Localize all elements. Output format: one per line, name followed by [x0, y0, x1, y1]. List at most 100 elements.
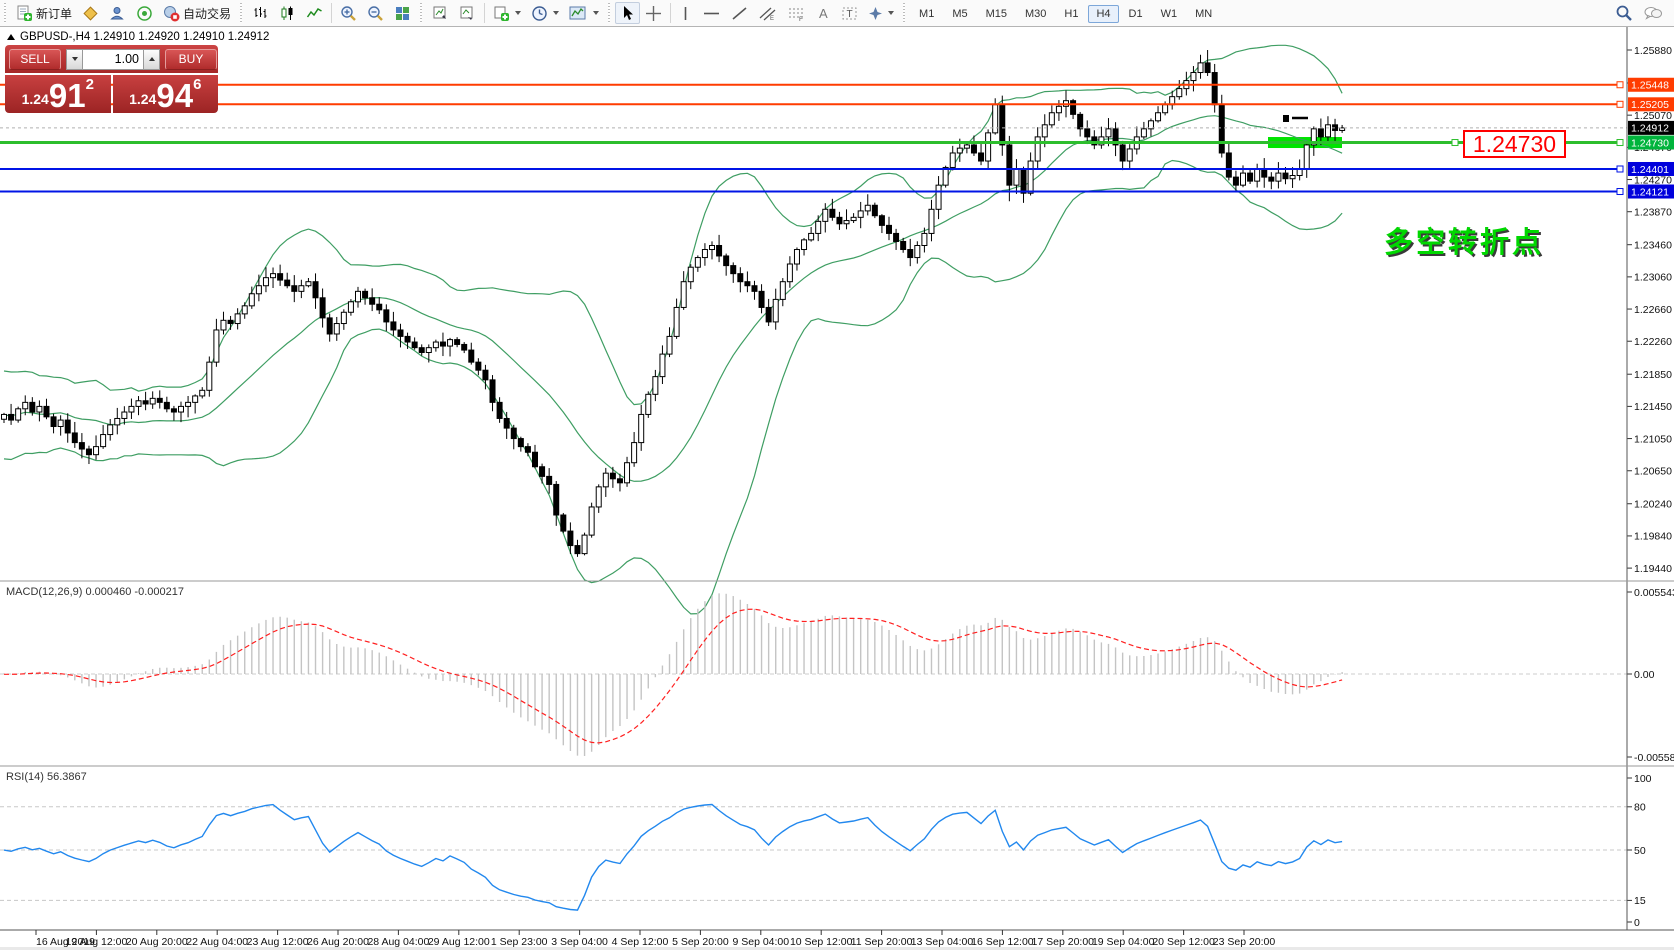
signals-button[interactable]	[131, 2, 158, 24]
svg-text:1.25448: 1.25448	[1631, 80, 1669, 92]
text-label-button[interactable]: T	[836, 2, 863, 24]
volume-input[interactable]	[83, 48, 143, 70]
volume-increase-button[interactable]	[143, 48, 160, 70]
svg-text:17 Sep 20:00: 17 Sep 20:00	[1032, 936, 1095, 948]
market-watch-button[interactable]	[77, 2, 104, 24]
svg-text:1.20650: 1.20650	[1634, 466, 1672, 478]
text-button[interactable]: A	[811, 2, 836, 24]
crosshair-icon	[645, 5, 662, 22]
toolbar-drag-handle[interactable]	[901, 3, 909, 23]
buy-price-small: 1.24	[129, 91, 157, 107]
macd-indicator-label: MACD(12,26,9) 0.000460 -0.000217	[6, 586, 184, 598]
timeframe-M30[interactable]: M30	[1025, 8, 1047, 20]
svg-text:1.20240: 1.20240	[1634, 499, 1672, 511]
svg-text:0.00: 0.00	[1634, 669, 1655, 681]
rsi-indicator-label: RSI(14) 56.3867	[6, 771, 87, 783]
bar-chart-button[interactable]	[247, 2, 274, 24]
svg-text:1.21050: 1.21050	[1634, 433, 1672, 445]
chat-icon	[1643, 4, 1663, 22]
zoom-in-icon	[340, 5, 357, 22]
svg-text:10 Sep 12:00: 10 Sep 12:00	[790, 936, 853, 948]
buy-price-display[interactable]: 1.24 94 6	[112, 75, 218, 114]
clock-icon	[531, 5, 548, 22]
toolbar-drag-handle[interactable]	[418, 3, 426, 23]
price-axis: 1.258801.254701.250701.246701.242701.238…	[1627, 45, 1672, 575]
new-order-icon	[16, 5, 33, 22]
toolbar-drag-handle[interactable]	[2, 3, 9, 23]
toolbar-drag-handle[interactable]	[606, 3, 614, 23]
svg-text:E: E	[770, 16, 774, 22]
main-toolbar: 新订单 自动交易 E F A T M1 M5 M15 M30 H1 H4 D1 W1 MN	[0, 0, 1674, 27]
new-order-button[interactable]: 新订单	[11, 2, 77, 24]
tile-windows-button[interactable]	[389, 2, 416, 24]
timeframe-M1[interactable]: M1	[919, 8, 935, 20]
vertical-line-icon	[679, 5, 692, 22]
timeframe-M15[interactable]: M15	[985, 8, 1007, 20]
svg-text:9 Sep 04:00: 9 Sep 04:00	[732, 936, 789, 948]
candles	[1, 50, 1346, 557]
rsi-line	[3, 803, 1343, 911]
zoom-out-button[interactable]	[362, 2, 389, 24]
horizontal-line-button[interactable]	[697, 2, 726, 24]
pivot-annotation-text[interactable]: 多空转折点	[1384, 227, 1545, 259]
auto-trading-label: 自动交易	[183, 6, 232, 21]
svg-text:29 Aug 12:00: 29 Aug 12:00	[428, 936, 490, 948]
trendline-icon	[731, 5, 748, 22]
crosshair-button[interactable]	[640, 2, 667, 24]
price-alert-box[interactable]: 1.24730	[1463, 130, 1566, 158]
buy-price-big: 94	[156, 76, 194, 114]
trendline-button[interactable]	[726, 2, 753, 24]
macd-signal-line	[4, 608, 1343, 744]
timeframe-H4[interactable]: H4	[1088, 5, 1119, 23]
profile-button[interactable]	[104, 2, 131, 24]
auto-trading-button[interactable]: 自动交易	[158, 2, 236, 24]
svg-text:3 Sep 04:00: 3 Sep 04:00	[551, 936, 608, 948]
search-button[interactable]	[1610, 2, 1638, 24]
profiles-button[interactable]	[526, 2, 564, 24]
arrows-button[interactable]	[863, 2, 899, 24]
svg-text:19 Aug 12:00: 19 Aug 12:00	[65, 936, 127, 948]
arrange-cascade-button[interactable]	[427, 2, 454, 24]
timeframe-MN[interactable]: MN	[1195, 8, 1213, 20]
svg-text:19 Sep 04:00: 19 Sep 04:00	[1092, 936, 1155, 948]
rsi-levels	[0, 806, 1627, 901]
equidistant-channel-button[interactable]: E	[753, 2, 782, 24]
arrange-tile-button[interactable]	[454, 2, 481, 24]
svg-text:1.22660: 1.22660	[1634, 304, 1672, 316]
svg-text:1.21850: 1.21850	[1634, 369, 1672, 381]
collapse-arrow-icon[interactable]	[7, 34, 15, 40]
svg-text:A: A	[819, 6, 828, 21]
symbol-ohlc-text: GBPUSD-,H4 1.24910 1.24920 1.24910 1.249…	[20, 31, 270, 43]
candlestick-chart-button[interactable]	[274, 2, 301, 24]
sell-button[interactable]: SELL	[9, 48, 61, 70]
person-icon	[109, 5, 126, 22]
cursor-button[interactable]	[615, 2, 641, 24]
vertical-line-button[interactable]	[674, 2, 697, 24]
svg-text:1.22260: 1.22260	[1634, 336, 1672, 348]
price-badges[interactable]: 1.25448 1.25205 1.24730 1.24401 1.24121 1.249…	[1628, 77, 1674, 199]
fibonacci-button[interactable]: F	[782, 2, 811, 24]
timeframe-W1[interactable]: W1	[1160, 8, 1178, 20]
new-order-label: 新订单	[36, 6, 73, 21]
line-chart-button[interactable]	[301, 2, 328, 24]
sell-price-display[interactable]: 1.24 91 2	[5, 75, 111, 113]
svg-text:1.24912: 1.24912	[1631, 123, 1669, 135]
level-lines[interactable]	[0, 81, 1624, 196]
volume-decrease-button[interactable]	[66, 48, 83, 70]
svg-text:1.19840: 1.19840	[1634, 531, 1672, 543]
tile-windows-icon	[394, 5, 411, 22]
arrange-tile-icon	[459, 5, 476, 22]
toolbar-drag-handle[interactable]	[238, 3, 246, 23]
new-chart-icon	[493, 5, 510, 22]
pane-frame	[0, 27, 1674, 931]
zoom-in-button[interactable]	[335, 2, 362, 24]
timeframe-H1[interactable]: H1	[1064, 8, 1079, 20]
svg-text:T: T	[847, 9, 853, 20]
new-chart-button[interactable]	[488, 2, 526, 24]
timeframe-M5[interactable]: M5	[952, 8, 968, 20]
timeframe-D1[interactable]: D1	[1128, 8, 1143, 20]
template-button[interactable]	[564, 2, 604, 24]
chat-button[interactable]	[1638, 2, 1668, 24]
buy-button[interactable]: BUY	[165, 48, 217, 70]
